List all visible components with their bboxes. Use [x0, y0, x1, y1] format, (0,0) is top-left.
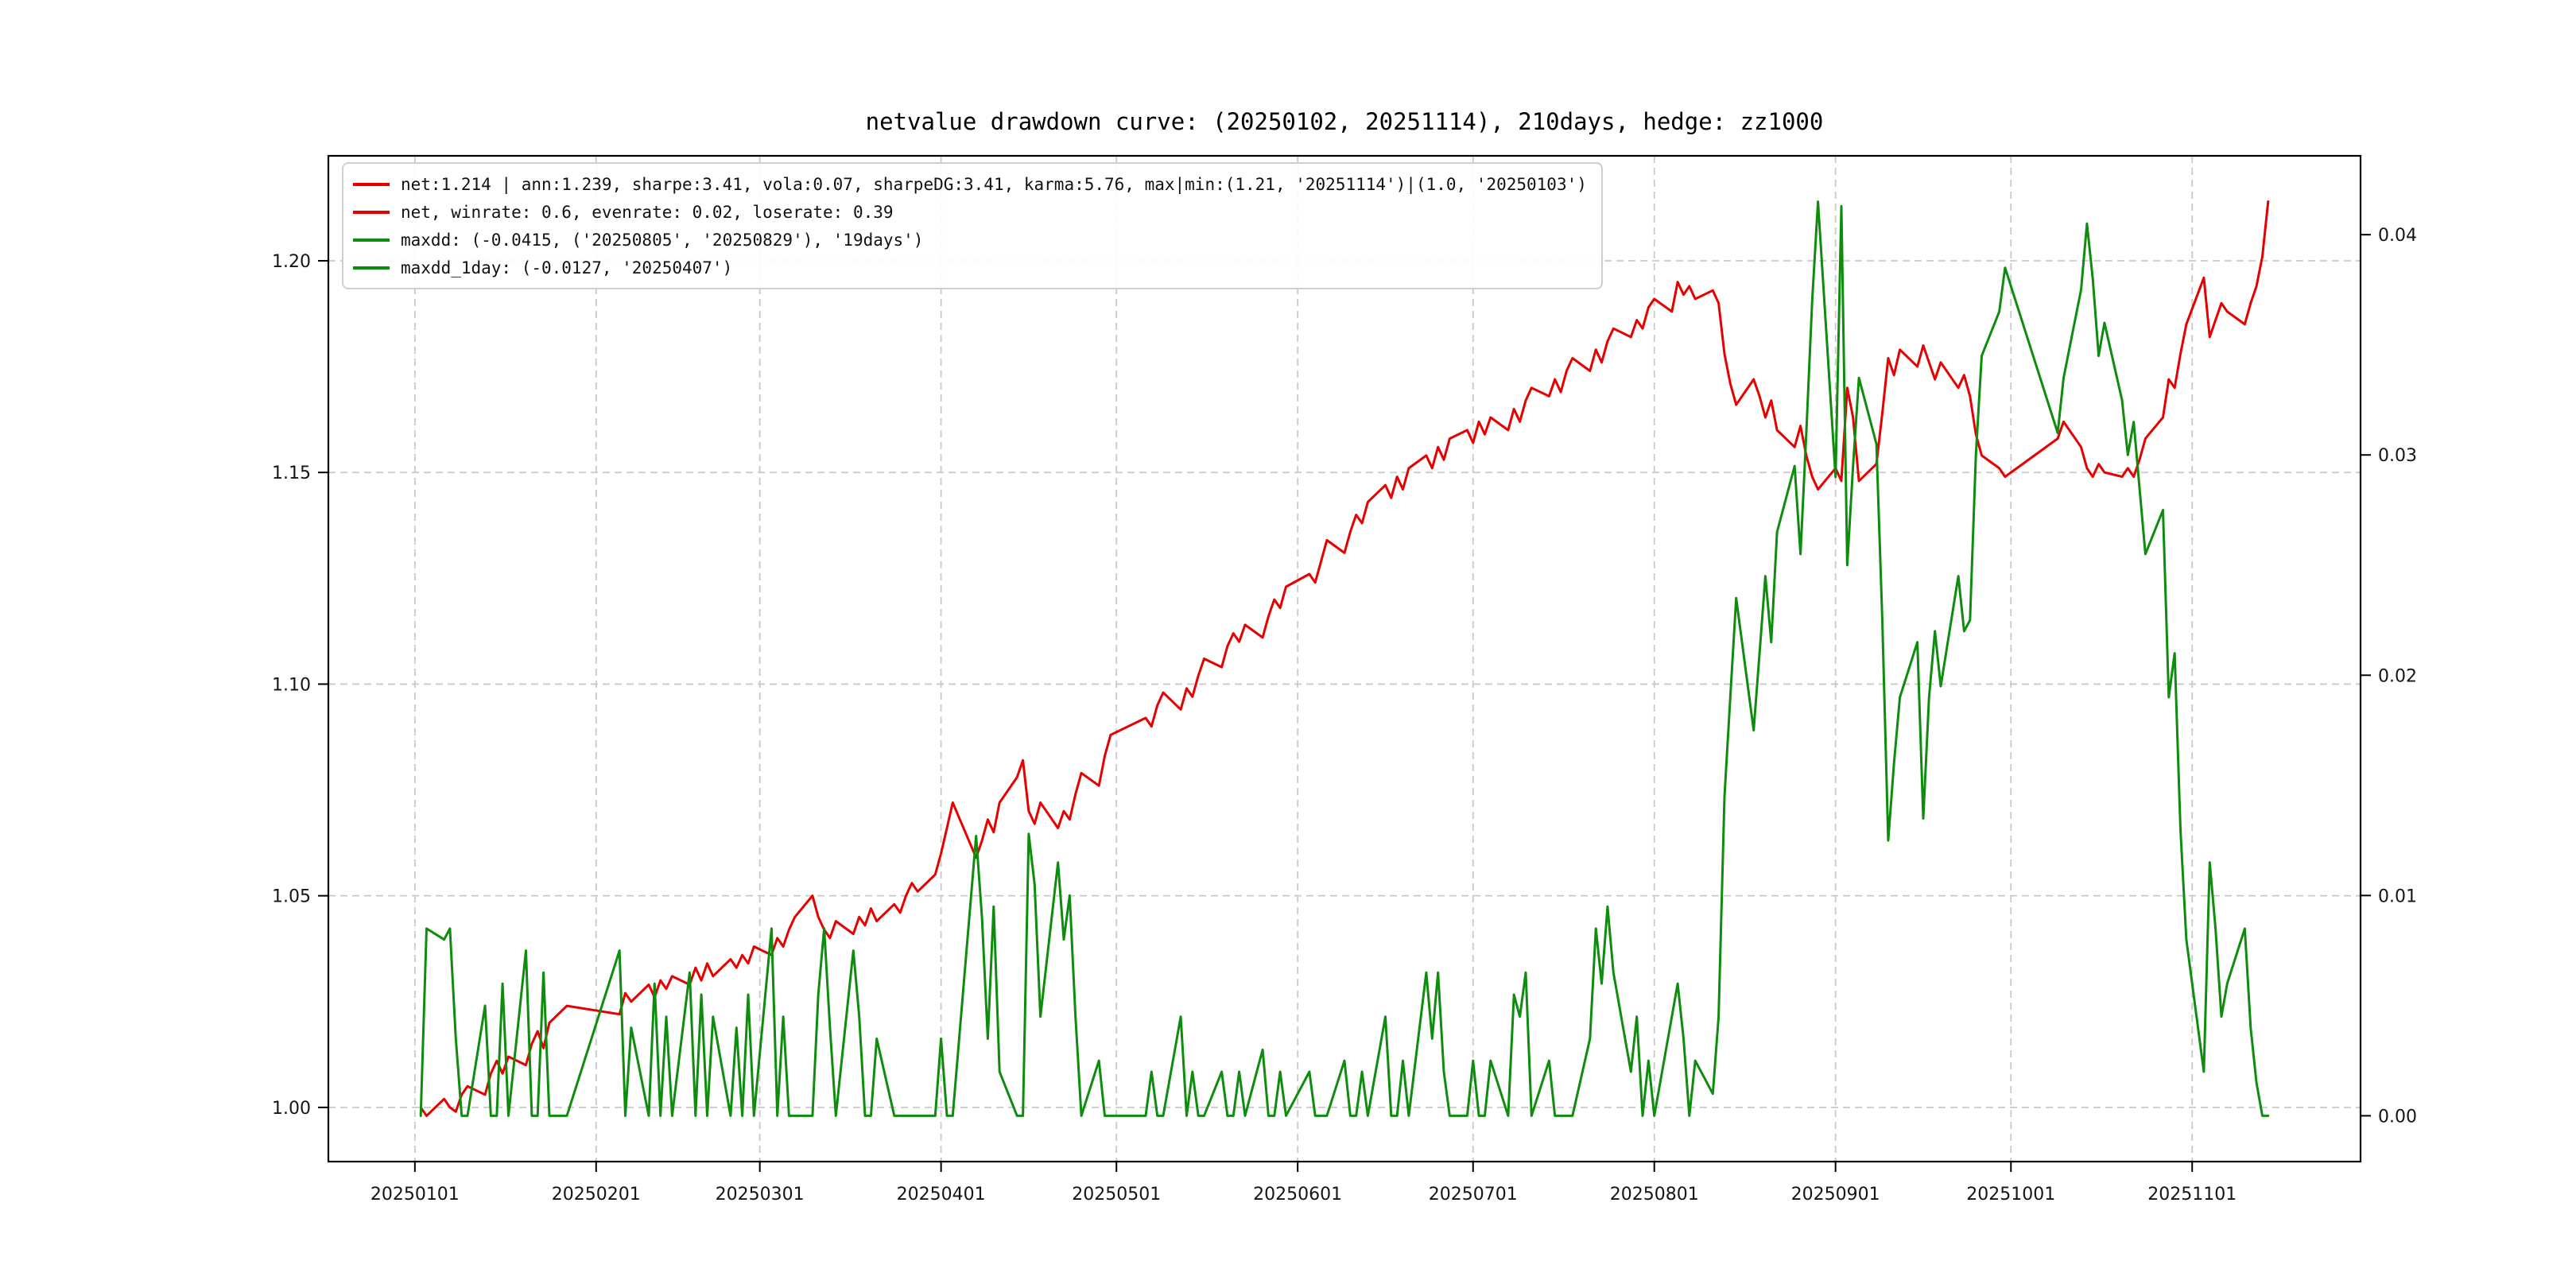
left-tick-label: 1.05	[272, 887, 311, 907]
legend: net:1.214 | ann:1.239, sharpe:3.41, vola…	[342, 162, 1603, 289]
legend-line-swatch	[353, 266, 390, 270]
right-tick-label: 0.03	[2378, 446, 2417, 466]
legend-label: maxdd_1day: (-0.0127, '20250407')	[401, 258, 733, 277]
x-tick-label: 20251001	[1966, 1185, 2055, 1205]
chart-title: netvalue drawdown curve: (20250102, 2025…	[865, 108, 1824, 135]
left-tick-label: 1.10	[272, 675, 311, 695]
x-tick-label: 20250401	[897, 1185, 986, 1205]
legend-line-swatch	[353, 210, 390, 214]
legend-entry: net:1.214 | ann:1.239, sharpe:3.41, vola…	[353, 170, 1587, 198]
right-tick-label: 0.04	[2378, 226, 2417, 246]
legend-entry: net, winrate: 0.6, evenrate: 0.02, loser…	[353, 198, 1587, 226]
x-tick-label: 20250101	[370, 1185, 460, 1205]
x-tick-label: 20250601	[1253, 1185, 1342, 1205]
right-tick-label: 0.01	[2378, 886, 2417, 906]
legend-entry: maxdd: (-0.0415, ('20250805', '20250829'…	[353, 226, 1587, 254]
legend-entry: maxdd_1day: (-0.0127, '20250407')	[353, 254, 1587, 281]
series-line-net	[419, 200, 2270, 1117]
left-tick-label: 1.00	[272, 1099, 311, 1119]
axes-frame	[327, 154, 2362, 1163]
left-tick-label: 1.15	[272, 464, 311, 483]
series-line-drawdown	[419, 200, 2270, 1117]
left-tick-label: 1.20	[272, 252, 311, 272]
x-tick-label: 20250501	[1072, 1185, 1161, 1205]
x-tick-label: 20250901	[1791, 1185, 1880, 1205]
x-tick-label: 20250201	[552, 1185, 641, 1205]
x-tick-label: 20250801	[1610, 1185, 1699, 1205]
x-tick-label: 20250301	[716, 1185, 805, 1205]
x-tick-label: 20250701	[1429, 1185, 1518, 1205]
legend-label: net:1.214 | ann:1.239, sharpe:3.41, vola…	[401, 174, 1587, 194]
legend-line-swatch	[353, 182, 390, 186]
legend-line-swatch	[353, 238, 390, 242]
x-tick-label: 20251101	[2147, 1185, 2237, 1205]
right-tick-label: 0.00	[2378, 1107, 2417, 1127]
legend-label: maxdd: (-0.0415, ('20250805', '20250829'…	[401, 230, 924, 250]
right-tick-label: 0.02	[2378, 666, 2417, 686]
legend-label: net, winrate: 0.6, evenrate: 0.02, loser…	[401, 202, 894, 222]
